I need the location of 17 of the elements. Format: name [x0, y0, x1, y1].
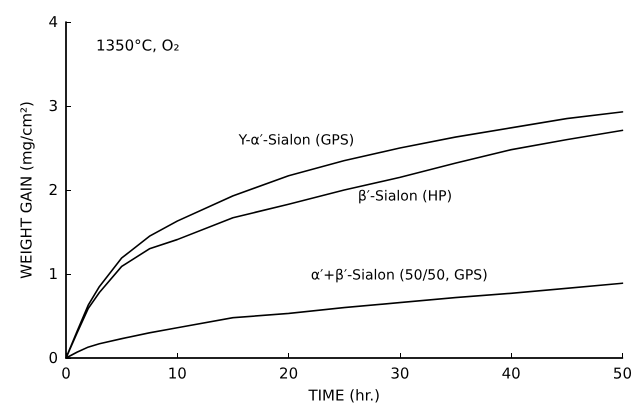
- y-tick-label: 1: [48, 265, 58, 283]
- x-tick-label: 20: [279, 364, 298, 382]
- series-label: β′-Sialon (HP): [358, 188, 452, 204]
- y-tick-label: 4: [48, 13, 58, 31]
- x-tick-label: 40: [502, 364, 521, 382]
- x-tick-label: 0: [61, 364, 71, 382]
- y-axis-title: WEIGHT GAIN (mg/cm²): [18, 101, 36, 279]
- series-label: α′+β′-Sialon (50/50, GPS): [310, 268, 488, 284]
- y-tick-label: 2: [48, 181, 58, 199]
- x-tick-label: 30: [390, 364, 410, 382]
- series-label: Y-α′-Sialon (GPS): [238, 132, 354, 149]
- x-tick-label: 10: [168, 364, 187, 382]
- x-tick-label: 50: [612, 364, 632, 382]
- x-axis-title: TIME (hr.): [307, 386, 380, 404]
- y-tick-label: 0: [48, 349, 58, 367]
- y-tick-label: 3: [48, 97, 58, 115]
- annotation: 1350°C, O₂: [96, 36, 180, 54]
